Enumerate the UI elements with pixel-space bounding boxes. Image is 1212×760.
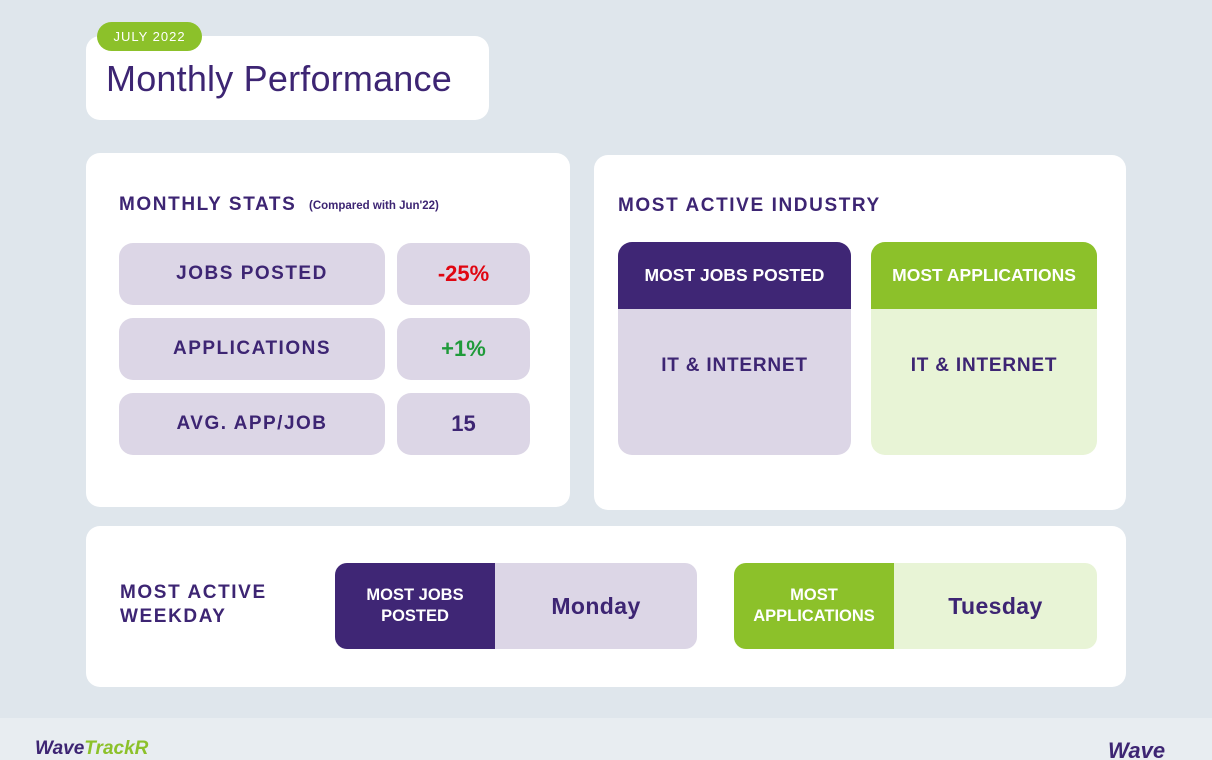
- stat-label-jobs-posted: JOBS POSTED: [119, 243, 385, 305]
- industry-most-applications-box: MOST APPLICATIONS IT & INTERNET: [871, 242, 1097, 455]
- monthly-stats-note: (Compared with Jun'22): [309, 200, 439, 212]
- stat-label-avg-app-job: AVG. APP/JOB: [119, 393, 385, 455]
- weekday-card: MOST ACTIVE WEEKDAY MOST JOBS POSTED Mon…: [86, 526, 1126, 687]
- footer: WaveTrackR Wave: [0, 718, 1212, 760]
- logo-part-wave: Wave: [35, 738, 85, 759]
- monthly-stats-card: MONTHLY STATS (Compared with Jun'22) JOB…: [86, 153, 570, 507]
- industry-most-applications-heading: MOST APPLICATIONS: [871, 242, 1097, 309]
- weekday-most-jobs-box: MOST JOBS POSTED Monday: [335, 563, 697, 649]
- weekday-most-applications-box: MOST APPLICATIONS Tuesday: [734, 563, 1097, 649]
- industry-most-jobs-heading: MOST JOBS POSTED: [618, 242, 851, 309]
- title-card: Monthly Performance: [86, 36, 489, 120]
- monthly-stats-title: MONTHLY STATS: [119, 194, 297, 215]
- date-badge: JULY 2022: [97, 22, 202, 51]
- weekday-most-applications-value: Tuesday: [948, 592, 1043, 619]
- page-title: Monthly Performance: [106, 58, 452, 99]
- weekday-title: MOST ACTIVE WEEKDAY: [120, 582, 267, 627]
- weekday-most-jobs-value: Monday: [551, 592, 641, 619]
- industry-title: MOST ACTIVE INDUSTRY: [618, 195, 881, 216]
- weekday-most-jobs-heading: MOST JOBS POSTED: [335, 563, 495, 649]
- industry-most-applications-value: IT & INTERNET: [910, 355, 1058, 376]
- weekday-most-applications-heading: MOST APPLICATIONS: [734, 563, 894, 649]
- industry-most-jobs-value: IT & INTERNET: [661, 355, 808, 376]
- stat-value-avg-app-job: 15: [397, 393, 530, 455]
- stat-value-jobs-posted: -25%: [397, 243, 530, 305]
- wavetrackr-logo: WaveTrackR: [35, 738, 148, 760]
- industry-card: MOST ACTIVE INDUSTRY MOST JOBS POSTED IT…: [594, 155, 1126, 510]
- stat-label-applications: APPLICATIONS: [119, 318, 385, 380]
- stat-value-applications: +1%: [397, 318, 530, 380]
- wave-logo: Wave: [1108, 738, 1166, 760]
- industry-most-jobs-box: MOST JOBS POSTED IT & INTERNET: [618, 242, 851, 455]
- logo-part-trackr: TrackR: [84, 738, 149, 759]
